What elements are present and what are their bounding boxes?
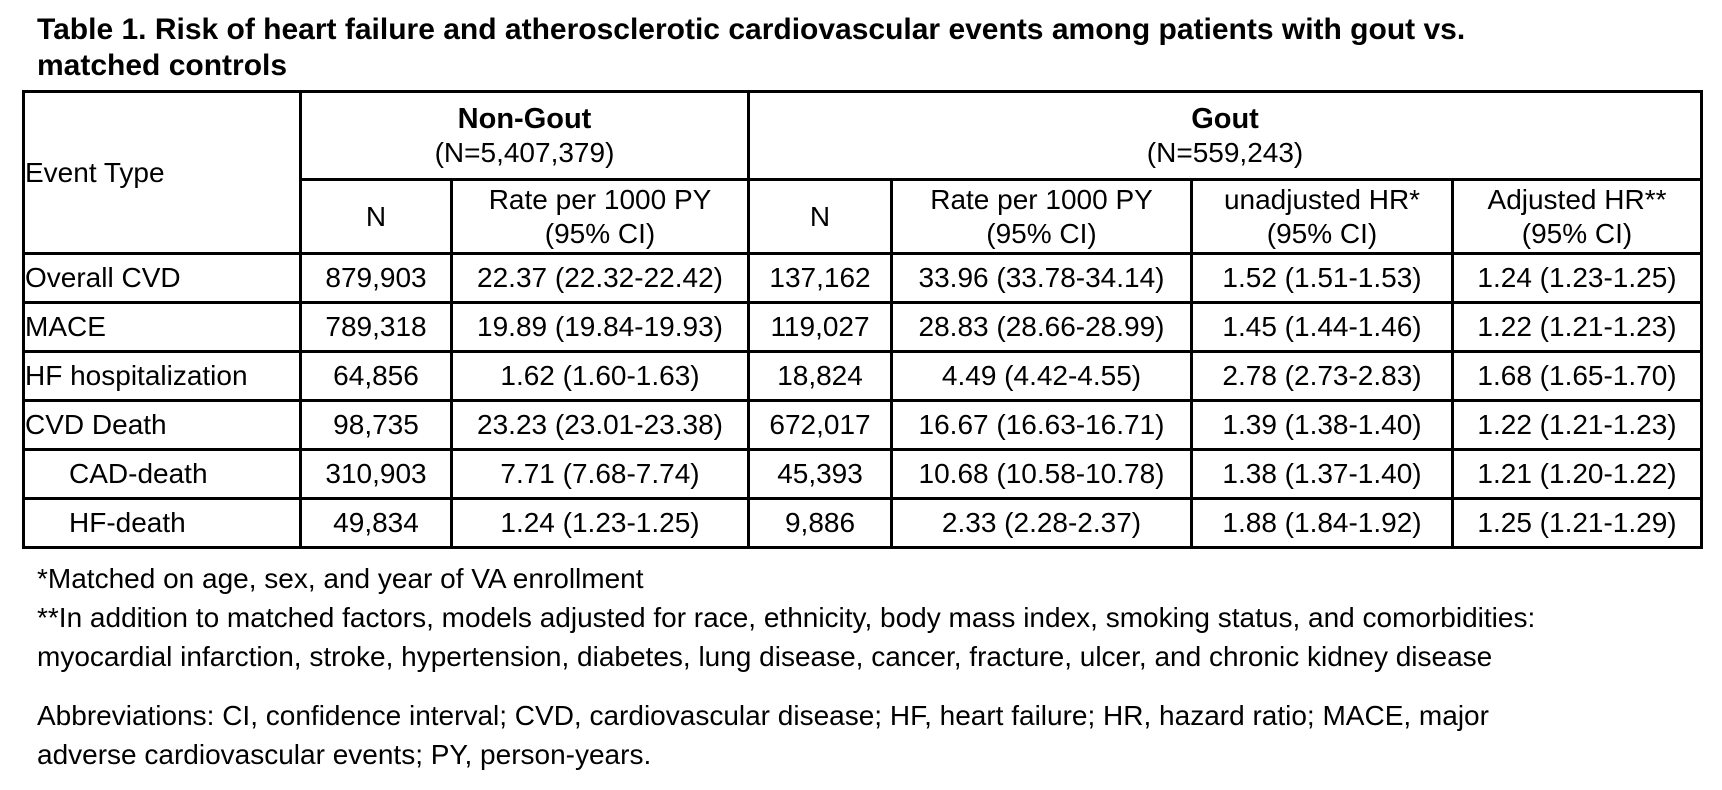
group-header-non-gout: Non-Gout (N=5,407,379) [298, 90, 751, 181]
gout-n-cell: 45,393 [747, 448, 894, 500]
abbreviations-line-2: adverse cardiovascular events; PY, perso… [37, 739, 652, 770]
event-type-cell: CVD Death [22, 399, 302, 451]
footnote-adjusted-line-2: myocardial infarction, stroke, hypertens… [37, 641, 1493, 672]
unadjusted-hr-cell: 1.38 (1.37-1.40) [1190, 448, 1455, 500]
column-header-adjusted-hr: Adjusted HR** (95% CI) [1451, 178, 1704, 255]
event-type-cell: HF hospitalization [22, 350, 302, 402]
abbreviations-line-1: Abbreviations: CI, confidence interval; … [37, 700, 1489, 731]
adjusted-hr-cell: 1.22 (1.21-1.23) [1451, 301, 1704, 353]
table-row-hf-hospitalization: HF hospitalization 64,856 1.62 (1.60-1.6… [22, 350, 1704, 402]
column-header-non-gout-n: N [299, 178, 453, 255]
non-gout-rate-cell: 22.37 (22.32-22.42) [449, 252, 751, 304]
non-gout-n-cell: 98,735 [299, 399, 453, 451]
non-gout-rate-cell: 1.62 (1.60-1.63) [449, 350, 751, 402]
table-row-overall-cvd: Overall CVD 879,903 22.37 (22.32-22.42) … [22, 252, 1704, 304]
sub-header-row: N Rate per 1000 PY (95% CI) N Rate per 1… [24, 178, 1704, 255]
rate-header-line-2: (95% CI) [986, 217, 1097, 249]
table-title-line-2: matched controls [37, 49, 288, 82]
table-row-mace: MACE 789,318 19.89 (19.84-19.93) 119,027… [22, 301, 1704, 353]
unadjusted-hr-cell: 1.52 (1.51-1.53) [1190, 252, 1455, 304]
gout-n-cell: 119,027 [747, 301, 894, 353]
adjusted-hr-header-line-2: (95% CI) [1521, 217, 1633, 249]
event-type-cell: MACE [22, 301, 302, 353]
adjusted-hr-cell: 1.21 (1.20-1.22) [1451, 448, 1704, 500]
gout-rate-cell: 28.83 (28.66-28.99) [890, 301, 1194, 353]
adjusted-hr-cell: 1.22 (1.21-1.23) [1451, 399, 1704, 451]
event-type-cell: HF-death [22, 497, 302, 549]
non-gout-n-cell: 64,856 [299, 350, 453, 402]
adjusted-hr-cell: 1.68 (1.65-1.70) [1451, 350, 1704, 402]
column-header-gout-n: N [747, 178, 894, 255]
non-gout-group-n: (N=5,407,379) [434, 136, 615, 168]
adjusted-hr-cell: 1.25 (1.21-1.29) [1451, 497, 1704, 549]
table-title-line-1: Table 1. Risk of heart failure and ather… [37, 13, 1466, 46]
unadjusted-hr-cell: 1.45 (1.44-1.46) [1190, 301, 1455, 353]
column-header-gout-rate: Rate per 1000 PY (95% CI) [890, 178, 1194, 255]
gout-n-cell: 18,824 [747, 350, 894, 402]
unadjusted-hr-header-line-1: unadjusted HR* [1223, 183, 1421, 215]
non-gout-n-cell: 789,318 [299, 301, 453, 353]
gout-group-n: (N=559,243) [1146, 136, 1304, 168]
footnote-matched: *Matched on age, sex, and year of VA enr… [37, 563, 644, 594]
unadjusted-hr-cell: 1.88 (1.84-1.92) [1190, 497, 1455, 549]
non-gout-n-cell: 879,903 [299, 252, 453, 304]
group-header-gout: Gout (N=559,243) [747, 90, 1704, 181]
unadjusted-hr-header-line-2: (95% CI) [1266, 217, 1378, 249]
risk-table: Event Type Non-Gout (N=5,407,379) Gout (… [22, 90, 1704, 549]
gout-n-cell: 137,162 [747, 252, 894, 304]
footnotes: *Matched on age, sex, and year of VA enr… [37, 559, 1722, 774]
non-gout-n-cell: 49,834 [299, 497, 453, 549]
event-type-cell: CAD-death [22, 448, 302, 500]
table-row-hf-death: HF-death 49,834 1.24 (1.23-1.25) 9,886 2… [22, 497, 1704, 549]
non-gout-rate-cell: 19.89 (19.84-19.93) [449, 301, 751, 353]
adjusted-hr-cell: 1.24 (1.23-1.25) [1451, 252, 1704, 304]
gout-group-label: Gout [1191, 102, 1259, 135]
column-header-non-gout-rate: Rate per 1000 PY (95% CI) [449, 178, 751, 255]
gout-n-cell: 9,886 [747, 497, 894, 549]
table-row-cad-death: CAD-death 310,903 7.71 (7.68-7.74) 45,39… [22, 448, 1704, 500]
unadjusted-hr-cell: 1.39 (1.38-1.40) [1190, 399, 1455, 451]
non-gout-rate-cell: 7.71 (7.68-7.74) [449, 448, 751, 500]
non-gout-n-cell: 310,903 [299, 448, 453, 500]
rate-header-line-1: Rate per 1000 PY [930, 183, 1153, 215]
non-gout-rate-cell: 23.23 (23.01-23.38) [449, 399, 751, 451]
footnote-adjusted-line-1: **In addition to matched factors, models… [37, 602, 1536, 633]
non-gout-rate-cell: 1.24 (1.23-1.25) [449, 497, 751, 549]
rate-header-line-1: Rate per 1000 PY [488, 183, 712, 215]
non-gout-group-label: Non-Gout [457, 102, 592, 135]
group-header-row: Event Type Non-Gout (N=5,407,379) Gout (… [22, 90, 1704, 255]
adjusted-hr-header-line-1: Adjusted HR** [1487, 183, 1667, 215]
gout-rate-cell: 33.96 (33.78-34.14) [890, 252, 1194, 304]
column-header-unadjusted-hr: unadjusted HR* (95% CI) [1190, 178, 1455, 255]
gout-rate-cell: 16.67 (16.63-16.71) [890, 399, 1194, 451]
table-title: Table 1. Risk of heart failure and ather… [37, 12, 1722, 84]
unadjusted-hr-cell: 2.78 (2.73-2.83) [1190, 350, 1455, 402]
column-header-event-type: Event Type [22, 90, 302, 255]
gout-n-cell: 672,017 [747, 399, 894, 451]
gout-rate-cell: 4.49 (4.42-4.55) [890, 350, 1194, 402]
event-type-cell: Overall CVD [22, 252, 302, 304]
gout-rate-cell: 2.33 (2.28-2.37) [890, 497, 1194, 549]
rate-header-line-2: (95% CI) [544, 217, 656, 249]
footnote-spacer [37, 676, 1722, 696]
gout-rate-cell: 10.68 (10.58-10.78) [890, 448, 1194, 500]
table-row-cvd-death: CVD Death 98,735 23.23 (23.01-23.38) 672… [22, 399, 1704, 451]
